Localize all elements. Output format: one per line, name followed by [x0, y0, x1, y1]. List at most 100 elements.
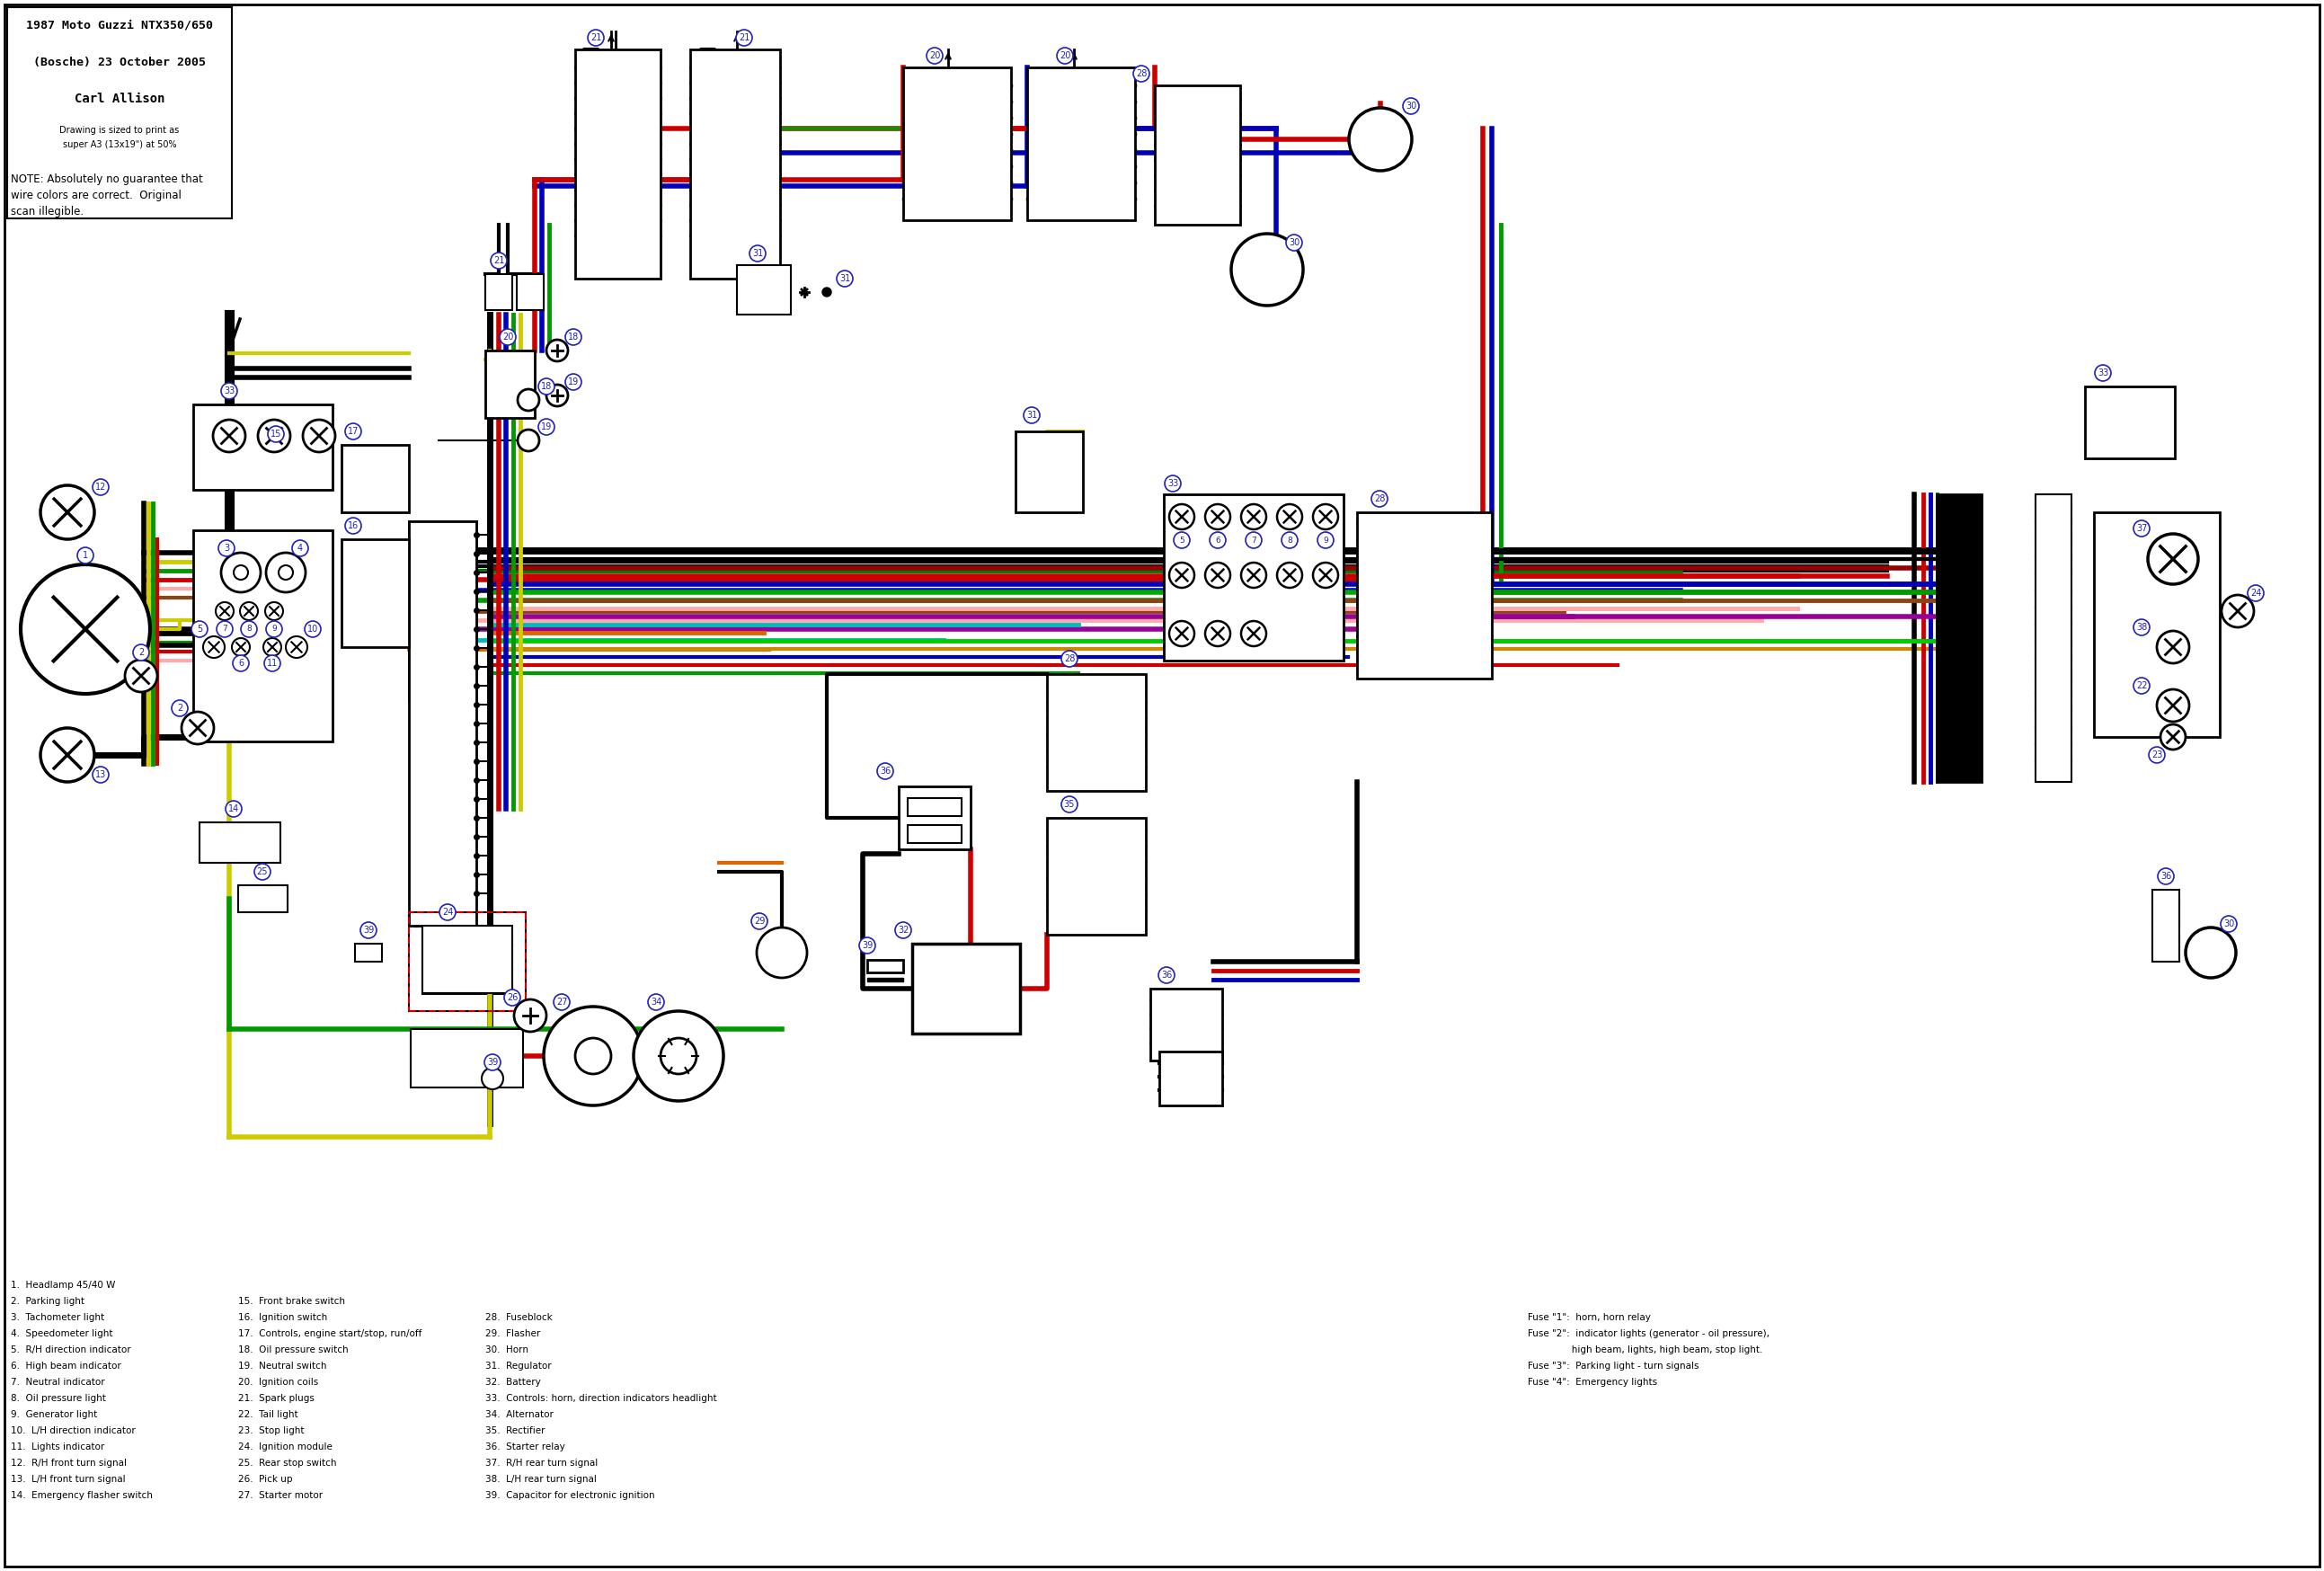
- Circle shape: [483, 1054, 500, 1070]
- Circle shape: [265, 621, 281, 638]
- Circle shape: [546, 339, 567, 361]
- Text: 2: 2: [139, 647, 144, 657]
- Text: Drawing is sized to print as: Drawing is sized to print as: [60, 126, 179, 135]
- Circle shape: [1062, 796, 1078, 812]
- Text: 29: 29: [753, 917, 765, 925]
- Text: 23: 23: [2152, 751, 2161, 759]
- Text: 5: 5: [1178, 536, 1185, 544]
- Bar: [7, 8, 232, 218]
- Circle shape: [191, 621, 207, 638]
- Circle shape: [546, 385, 567, 407]
- Circle shape: [660, 1038, 697, 1075]
- Circle shape: [544, 1007, 641, 1106]
- Circle shape: [265, 553, 304, 592]
- Text: Fuse "1":  horn, horn relay: Fuse "1": horn, horn relay: [1527, 1313, 1650, 1323]
- Text: 24: 24: [442, 908, 453, 917]
- Text: 14: 14: [228, 804, 239, 814]
- Circle shape: [2222, 916, 2236, 932]
- Text: 35: 35: [1064, 800, 1076, 809]
- Bar: [516, 273, 544, 309]
- Circle shape: [758, 927, 806, 977]
- Bar: [1155, 85, 1241, 225]
- Text: 8: 8: [1287, 536, 1292, 544]
- Circle shape: [2185, 927, 2236, 977]
- Circle shape: [1169, 562, 1195, 588]
- Circle shape: [1157, 968, 1174, 983]
- Text: 19.  Neutral switch: 19. Neutral switch: [237, 1362, 328, 1370]
- Circle shape: [1318, 533, 1334, 548]
- Bar: [1027, 68, 1134, 220]
- Text: 28: 28: [1064, 654, 1076, 663]
- Bar: [2085, 386, 2175, 459]
- Text: 18.  Oil pressure switch: 18. Oil pressure switch: [237, 1345, 349, 1354]
- Circle shape: [216, 621, 232, 638]
- Text: 21: 21: [493, 256, 504, 265]
- Text: 2: 2: [177, 704, 184, 713]
- Text: 19: 19: [567, 377, 579, 386]
- Bar: [1150, 988, 1222, 1060]
- Bar: [342, 539, 409, 647]
- Circle shape: [2133, 677, 2150, 694]
- Text: 3: 3: [223, 544, 230, 553]
- Text: 9: 9: [1322, 536, 1327, 544]
- Bar: [1357, 512, 1492, 679]
- Text: 28: 28: [1136, 69, 1146, 79]
- Circle shape: [553, 994, 569, 1010]
- Bar: [2036, 495, 2071, 782]
- Text: 22.  Tail light: 22. Tail light: [237, 1411, 297, 1419]
- Circle shape: [1404, 97, 1420, 115]
- Text: Fuse "3":  Parking light - turn signals: Fuse "3": Parking light - turn signals: [1527, 1362, 1699, 1370]
- Text: 26.  Pick up: 26. Pick up: [237, 1475, 293, 1485]
- Circle shape: [1206, 562, 1229, 588]
- Text: wire colors are correct.  Original: wire colors are correct. Original: [12, 190, 181, 201]
- Circle shape: [1232, 234, 1304, 306]
- Circle shape: [737, 30, 753, 46]
- Bar: [409, 913, 525, 1012]
- Circle shape: [439, 905, 456, 921]
- Text: 1.  Headlamp 45/40 W: 1. Headlamp 45/40 W: [12, 1280, 116, 1290]
- Text: 15.  Front brake switch: 15. Front brake switch: [237, 1298, 344, 1306]
- Text: 38.  L/H rear turn signal: 38. L/H rear turn signal: [486, 1475, 597, 1485]
- Bar: [2094, 512, 2219, 737]
- Text: 8.  Oil pressure light: 8. Oil pressure light: [12, 1393, 107, 1403]
- Circle shape: [2150, 746, 2166, 764]
- Text: 21: 21: [590, 33, 602, 42]
- Text: 10.  L/H direction indicator: 10. L/H direction indicator: [12, 1426, 135, 1436]
- Text: 5: 5: [198, 625, 202, 633]
- Bar: [486, 273, 511, 309]
- Text: 20.  Ignition coils: 20. Ignition coils: [237, 1378, 318, 1387]
- Bar: [574, 49, 660, 278]
- Circle shape: [221, 383, 237, 399]
- Text: 32.  Battery: 32. Battery: [486, 1378, 541, 1387]
- Circle shape: [2133, 619, 2150, 635]
- Text: 38: 38: [2136, 622, 2147, 632]
- Circle shape: [2222, 595, 2254, 627]
- Text: 33: 33: [1167, 479, 1178, 489]
- Circle shape: [302, 419, 335, 452]
- Text: 9: 9: [272, 625, 277, 633]
- Bar: [409, 522, 476, 925]
- Text: 7: 7: [1250, 536, 1257, 544]
- Text: 30: 30: [1287, 239, 1299, 247]
- Bar: [1048, 674, 1146, 790]
- Circle shape: [1241, 504, 1267, 529]
- Text: 28: 28: [1373, 495, 1385, 503]
- Text: 20: 20: [1060, 52, 1071, 60]
- Circle shape: [574, 1038, 611, 1075]
- Circle shape: [40, 485, 95, 539]
- Circle shape: [837, 270, 853, 286]
- Bar: [1048, 818, 1146, 935]
- Circle shape: [93, 767, 109, 782]
- Circle shape: [514, 999, 546, 1032]
- Bar: [237, 886, 288, 913]
- Text: 9.  Generator light: 9. Generator light: [12, 1411, 98, 1419]
- Text: 15: 15: [270, 429, 281, 438]
- Text: 13: 13: [95, 770, 107, 779]
- Bar: [1936, 495, 1982, 782]
- Text: 5.  R/H direction indicator: 5. R/H direction indicator: [12, 1345, 130, 1354]
- Text: 35.  Rectifier: 35. Rectifier: [486, 1426, 546, 1436]
- Circle shape: [40, 727, 95, 782]
- Circle shape: [518, 429, 539, 451]
- Text: 37.  R/H rear turn signal: 37. R/H rear turn signal: [486, 1458, 597, 1467]
- Text: 39: 39: [488, 1057, 497, 1067]
